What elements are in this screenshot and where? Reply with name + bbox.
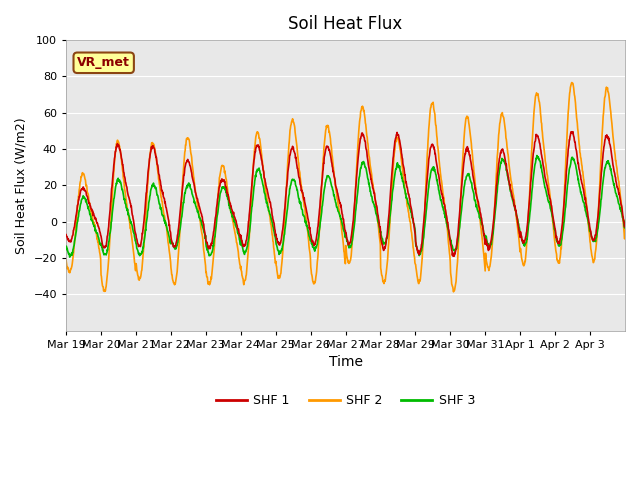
SHF 3 <box>477 221 485 227</box>
SHF 1 <box>450 253 458 259</box>
SHF 3 <box>621 218 629 224</box>
SHF 1 <box>567 129 575 134</box>
SHF 2 <box>477 231 485 237</box>
SHF 1 <box>331 176 339 181</box>
SHF 2 <box>568 80 575 85</box>
SHF 1 <box>477 216 485 221</box>
X-axis label: Time: Time <box>328 355 362 370</box>
SHF 2 <box>62 257 70 263</box>
Line: SHF 3: SHF 3 <box>66 156 625 257</box>
SHF 1 <box>621 220 629 226</box>
SHF 2 <box>150 141 157 147</box>
SHF 2 <box>559 209 567 215</box>
SHF 1 <box>614 188 622 194</box>
SHF 1 <box>321 154 328 160</box>
SHF 1 <box>62 232 70 238</box>
SHF 2 <box>321 142 328 148</box>
SHF 3 <box>150 183 157 189</box>
SHF 3 <box>321 185 328 191</box>
Line: SHF 2: SHF 2 <box>66 83 625 292</box>
SHF 1 <box>150 145 157 151</box>
SHF 2 <box>450 289 458 295</box>
SHF 2 <box>331 178 339 184</box>
SHF 1 <box>559 208 567 214</box>
SHF 3 <box>560 220 568 226</box>
SHF 3 <box>332 197 339 203</box>
SHF 2 <box>621 217 629 223</box>
SHF 2 <box>614 178 622 184</box>
Y-axis label: Soil Heat Flux (W/m2): Soil Heat Flux (W/m2) <box>15 117 28 254</box>
SHF 3 <box>614 200 622 206</box>
Legend: SHF 1, SHF 2, SHF 3: SHF 1, SHF 2, SHF 3 <box>211 389 480 412</box>
SHF 3 <box>533 153 541 158</box>
Line: SHF 1: SHF 1 <box>66 132 625 256</box>
SHF 3 <box>66 254 74 260</box>
SHF 3 <box>62 243 70 249</box>
Text: VR_met: VR_met <box>77 56 130 69</box>
Title: Soil Heat Flux: Soil Heat Flux <box>289 15 403 33</box>
